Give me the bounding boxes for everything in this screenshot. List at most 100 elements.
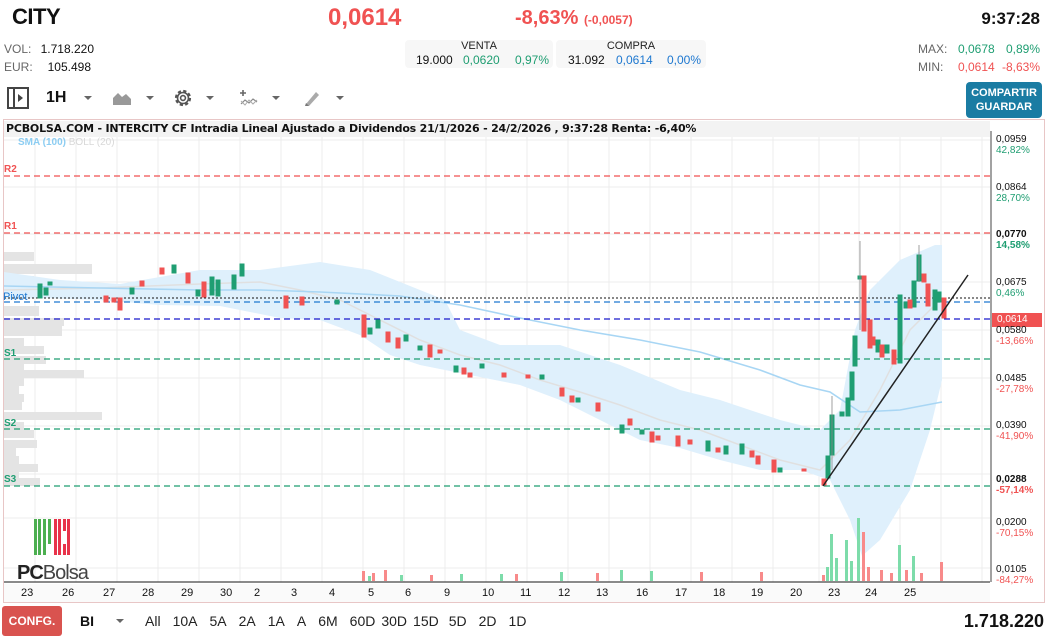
venta-price: 0,0620 [463, 53, 500, 67]
y-tick-5: 0,0485 -27,78% [996, 373, 1034, 395]
compra-label: COMPRA [606, 40, 656, 52]
current-price-tag [992, 313, 1042, 327]
eur-row: EUR: 105.498 [4, 60, 91, 74]
legend-sma[interactable]: SMA (100) [18, 137, 66, 148]
venta-label: VENTA [461, 40, 497, 52]
config-button[interactable]: CONFG. [2, 606, 62, 636]
max-label: MAX: [918, 42, 948, 56]
x-axis: 23 26 27 28 29 30 2 3 4 5 6 9 11 10 12 1… [4, 584, 990, 602]
legend-boll[interactable]: BOLL (20) [68, 137, 115, 148]
max-pct: 0,89% [1005, 42, 1040, 56]
eur-value: 105.498 [47, 60, 91, 74]
chart-frame[interactable] [3, 119, 1045, 603]
y-tick-1: 0,0864 28,70% [996, 182, 1030, 204]
y-tick-8: 0,0200 -70,15% [996, 517, 1034, 539]
eur-label: EUR: [4, 60, 33, 74]
price-change: -8,63% (-0,0057) [515, 7, 633, 30]
venta-qty: 19.000 [416, 53, 453, 67]
vol-label: VOL: [4, 42, 32, 56]
range-60d[interactable]: 60D [349, 613, 376, 629]
y-tick-7: 0,0288 -57,14% [996, 474, 1034, 496]
compra-qty: 31.092 [568, 53, 605, 67]
chart-title: PCBOLSA.COM - INTERCITY CF Intradia Line… [4, 121, 990, 137]
change-abs: (-0,0057) [583, 13, 633, 27]
share-save-button[interactable]: COMPARTIR GUARDAR [966, 82, 1042, 118]
indicators-selector[interactable] [238, 86, 280, 110]
orderbook-venta: VENTA 19.000 0,0620 0,97% [405, 40, 553, 68]
level-r2-label: R2 [4, 164, 17, 175]
clock: 9:37:28 [981, 9, 1040, 28]
orderbook-compra: COMPRA 31.092 0,0614 0,00% [556, 40, 706, 68]
min-label: MIN: [918, 60, 944, 74]
last-price: 0,0614 [328, 4, 402, 31]
max-row: MAX: 0,0678 0,89% [918, 42, 1040, 56]
trendline [822, 274, 969, 487]
chevron-down-icon [116, 619, 124, 623]
scale-selector[interactable]: BI [80, 606, 124, 636]
volume-profile [4, 252, 102, 486]
pivot-levels [4, 175, 990, 487]
volume-bars [362, 518, 943, 581]
gear-icon [174, 89, 192, 107]
pcbolsa-logo: PCBolsa [17, 562, 89, 584]
chart-legend: SMA (100) BOLL (20) [18, 137, 115, 148]
sidebar-toggle-button[interactable] [6, 86, 30, 110]
y-tick-0: 0,0959 42,82% [996, 134, 1030, 156]
vol-value: 1.718.220 [40, 42, 94, 56]
change-pct: -8,63% [515, 7, 579, 29]
range-2a[interactable]: 2A [238, 613, 256, 629]
sma-line [3, 285, 943, 413]
range-5d[interactable]: 5D [448, 613, 467, 629]
volume-row: VOL: 1.718.220 [4, 42, 94, 56]
range-1d[interactable]: 1D [508, 613, 527, 629]
range-selector: All 10A 5A 2A 1A A 6M 60D 30D 15D 5D 2D … [145, 606, 538, 636]
panel-toggle-icon [7, 87, 29, 109]
y-tick-9: 0,0105 -84,27% [996, 564, 1034, 586]
level-s3-label: S3 [4, 474, 17, 485]
range-30d[interactable]: 30D [381, 613, 408, 629]
range-6m[interactable]: 6M [318, 613, 338, 629]
level-pivot-label: Pivot [3, 291, 28, 303]
current-price-tag-label: 0,0614 [997, 314, 1028, 325]
chevron-down-icon [336, 96, 344, 100]
add-indicator-icon [240, 90, 258, 106]
candles [37, 241, 947, 486]
drawing-tools-selector[interactable] [302, 86, 344, 110]
min-row: MIN: 0,0614 -8,63% [918, 60, 1040, 74]
pencil-icon [305, 92, 319, 106]
save-label: GUARDAR [975, 101, 1033, 113]
y-tick-2: 0,0770 14,58% [996, 229, 1030, 251]
compra-price: 0,0614 [616, 53, 653, 67]
chevron-down-icon [272, 96, 280, 100]
level-s2-label: S2 [4, 418, 17, 429]
chevron-down-icon [206, 96, 214, 100]
range-all[interactable]: All [145, 613, 161, 629]
price-chart[interactable] [0, 0, 1058, 606]
range-5a[interactable]: 5A [209, 613, 227, 629]
y-tick-4: 0,0580 -13,66% [996, 325, 1034, 347]
interval-selector[interactable]: 1H [46, 86, 93, 110]
range-a[interactable]: A [296, 613, 307, 629]
min-pct: -8,63% [1001, 60, 1040, 74]
level-r1-label: R1 [4, 221, 17, 232]
chart-type-selector[interactable] [112, 86, 154, 110]
ticker-symbol: CITY [12, 4, 61, 29]
venta-pct: 0,97% [515, 53, 550, 67]
total-volume: 1.718.220 [963, 611, 1044, 631]
chevron-down-icon [84, 96, 93, 100]
range-2d[interactable]: 2D [478, 613, 497, 629]
bollinger-mid [3, 281, 941, 471]
max-value: 0,0678 [958, 42, 995, 56]
range-10a[interactable]: 10A [172, 613, 198, 629]
share-label: COMPARTIR [971, 87, 1037, 99]
settings-selector[interactable] [172, 86, 214, 110]
range-1a[interactable]: 1A [267, 613, 285, 629]
pcbolsa-logo-icon [34, 519, 70, 555]
y-tick-6: 0,0390 -41,90% [996, 420, 1034, 442]
bollinger-band [4, 245, 942, 556]
scale-label: BI [80, 613, 94, 629]
level-s1-label: S1 [4, 348, 17, 359]
y-tick-3: 0,0675 0,46% [996, 277, 1027, 299]
area-chart-icon [113, 93, 131, 105]
range-15d[interactable]: 15D [413, 613, 439, 629]
